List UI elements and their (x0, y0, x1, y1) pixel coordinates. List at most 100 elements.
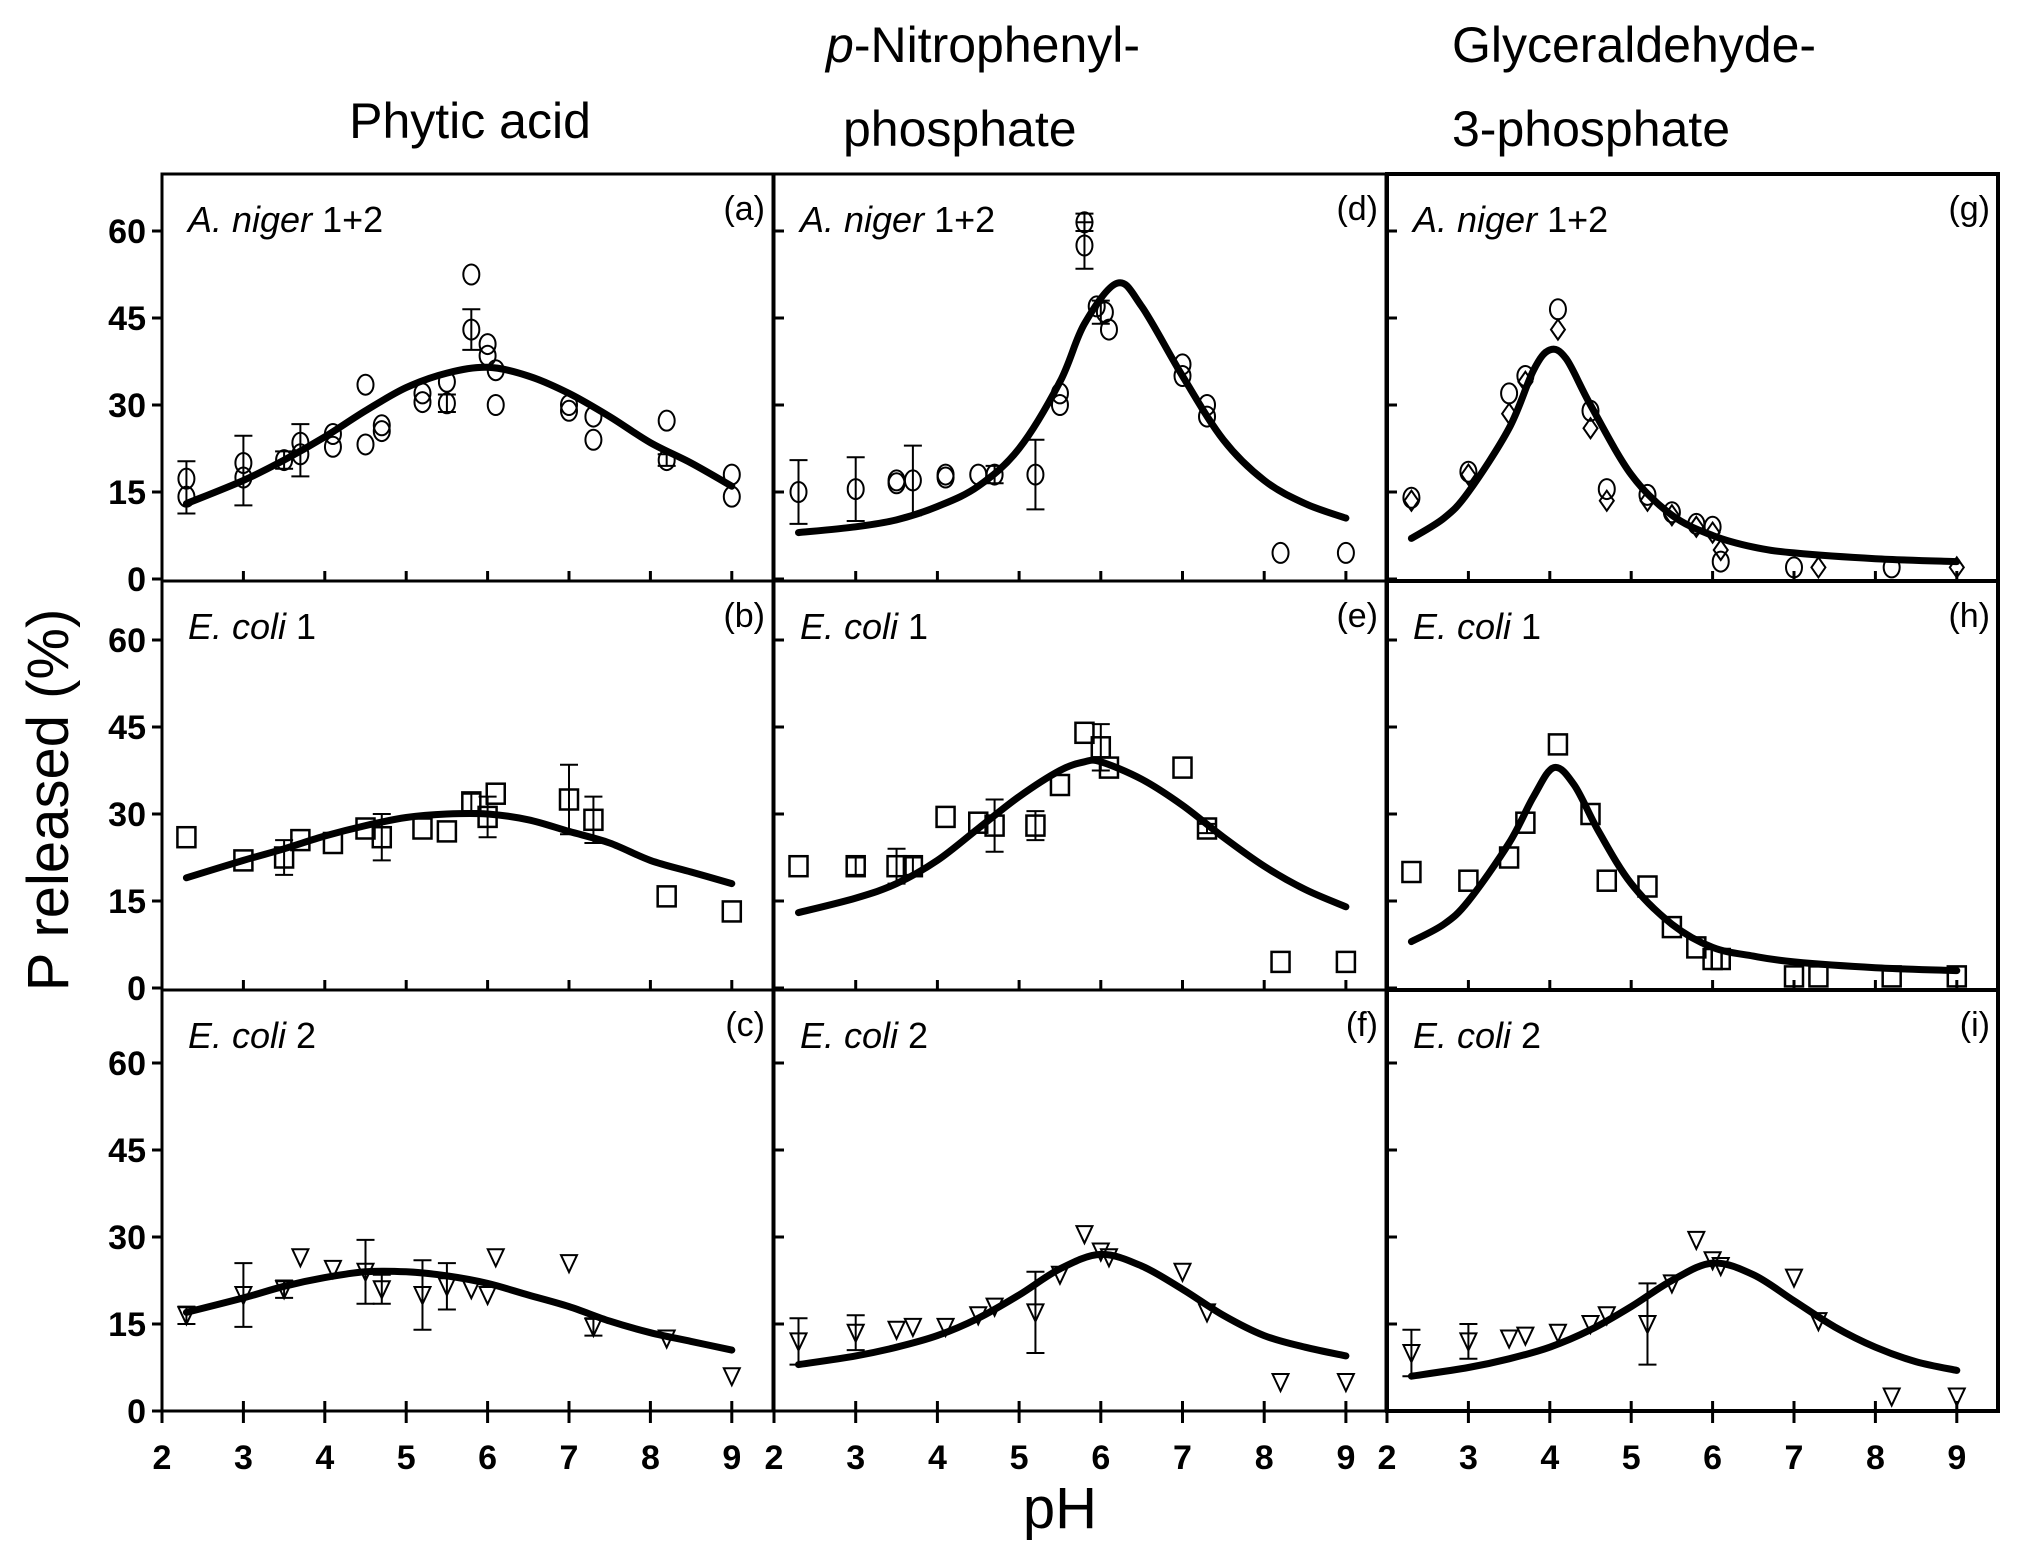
panel-d: A. niger 1+2 (d) (772, 172, 1388, 583)
panel-b: 0 15 30 45 60 E. coli 1 (b) (108, 579, 775, 1008)
data-point-circle (1050, 382, 1069, 405)
data-point-square (968, 811, 989, 834)
data-point-diamond (1810, 555, 1827, 580)
panel-label-c: (c) (725, 1006, 765, 1044)
data-point-square (1596, 869, 1618, 892)
data-point-square (1025, 814, 1046, 837)
data-point-square (371, 825, 393, 849)
data-point-triangle (583, 1317, 603, 1339)
organism-italic: E. coli (800, 1015, 899, 1056)
data-point-triangle (1703, 1251, 1723, 1272)
data-point-circle (1075, 211, 1094, 234)
organism-label: E. coli 2 (188, 1015, 316, 1056)
data-point-circle (1785, 556, 1803, 579)
x-tick-label: 4 (315, 1439, 334, 1477)
data-point-circle (584, 405, 603, 428)
x-tick-label: 3 (1459, 1439, 1478, 1477)
panel-i: 2 3 4 5 6 7 8 9 E. coli 2 (i) (1378, 988, 2000, 1477)
data-point-circle (437, 392, 456, 415)
data-point-circle (1198, 405, 1217, 428)
data-point-circle (177, 467, 196, 490)
data-point-square (721, 900, 743, 923)
organism-label: E. coli 1 (188, 606, 316, 647)
data-point-diamond (1688, 515, 1705, 539)
data-point-circle (936, 466, 955, 489)
data-point-circle (1662, 501, 1681, 524)
data-point-circle (1050, 394, 1069, 416)
data-point-circle (657, 409, 676, 432)
data-point-triangle (1099, 1248, 1119, 1269)
data-point-triangle (1336, 1373, 1356, 1394)
data-point-square (176, 825, 197, 849)
data-point-circle (234, 452, 253, 474)
data-point-square (273, 846, 295, 869)
organism-italic: E. coli (1413, 1015, 1512, 1056)
data-point-square (1686, 936, 1707, 959)
data-point-circle (846, 478, 865, 501)
data-point-triangle (1025, 1303, 1046, 1324)
data-point-square (1098, 756, 1120, 779)
x-tick-label: 5 (1622, 1439, 1641, 1477)
data-point-square (984, 814, 1005, 837)
data-point-circle (1711, 550, 1730, 573)
panel-h: E. coli 1 (h) (1385, 579, 2000, 992)
y-tick-label: 15 (108, 474, 146, 512)
data-point-square (485, 782, 506, 805)
data-point-diamond (1549, 317, 1567, 342)
data-point-square (1580, 802, 1601, 826)
data-point-circle (234, 466, 253, 489)
data-point-circle (437, 370, 456, 393)
data-point-diamond (1712, 538, 1729, 562)
data-point-circle (1638, 483, 1657, 506)
data-point-circle (356, 373, 375, 396)
data-point-diamond (1460, 462, 1477, 487)
data-point-triangle (478, 1286, 498, 1307)
data-point-square (1881, 965, 1902, 988)
data-point-circle (372, 420, 391, 443)
x-tick-label: 7 (1173, 1439, 1192, 1477)
data-point-circle (356, 433, 375, 456)
data-point-diamond (1639, 488, 1656, 513)
data-point-triangle (323, 1259, 343, 1281)
y-tick-label: 45 (108, 709, 146, 747)
x-tick-label: 6 (1703, 1439, 1722, 1477)
data-point-triangle (355, 1262, 376, 1284)
data-point-square (355, 817, 376, 840)
data-point-square (477, 805, 498, 829)
data-point-triangle (372, 1280, 392, 1301)
x-tick-label: 9 (722, 1439, 741, 1477)
data-point-circle (372, 414, 391, 437)
data-point-diamond (1517, 370, 1534, 394)
data-point-square (1335, 950, 1357, 974)
panel-a: 0 15 30 45 60 A. niger 1+2 (a) (108, 172, 775, 599)
column-title-pnpp-italic: p (824, 17, 854, 73)
data-point-triangle (1808, 1312, 1828, 1333)
data-point-square (1172, 756, 1193, 779)
data-point-triangle (461, 1280, 481, 1301)
data-point-triangle (290, 1248, 310, 1269)
x-tick-label: 8 (641, 1439, 660, 1477)
data-point-circle (1882, 556, 1901, 579)
y-tick-label: 45 (108, 300, 146, 338)
data-point-triangle (176, 1306, 196, 1327)
data-point-triangle (1270, 1373, 1291, 1394)
data-point-triangle (1050, 1265, 1070, 1287)
data-point-circle (1336, 541, 1355, 564)
organism-rest: 1+2 (1537, 199, 1608, 240)
data-point-square (935, 805, 956, 829)
data-point-triangle (1548, 1323, 1568, 1345)
data-point-triangle (935, 1317, 956, 1339)
fit-curve (182, 809, 736, 888)
data-point-square (1401, 860, 1422, 884)
data-point-triangle (1784, 1268, 1804, 1289)
data-point-square (886, 854, 907, 878)
y-tick-label: 60 (108, 622, 146, 660)
fit-curve (795, 279, 1350, 537)
x-axis-title: pH (1023, 1476, 1097, 1541)
y-tick-label: 45 (108, 1132, 146, 1170)
data-point-circle (584, 428, 603, 451)
data-point-triangle (1882, 1387, 1902, 1408)
organism-italic: E. coli (1413, 606, 1512, 647)
organism-italic: E. coli (188, 606, 287, 647)
